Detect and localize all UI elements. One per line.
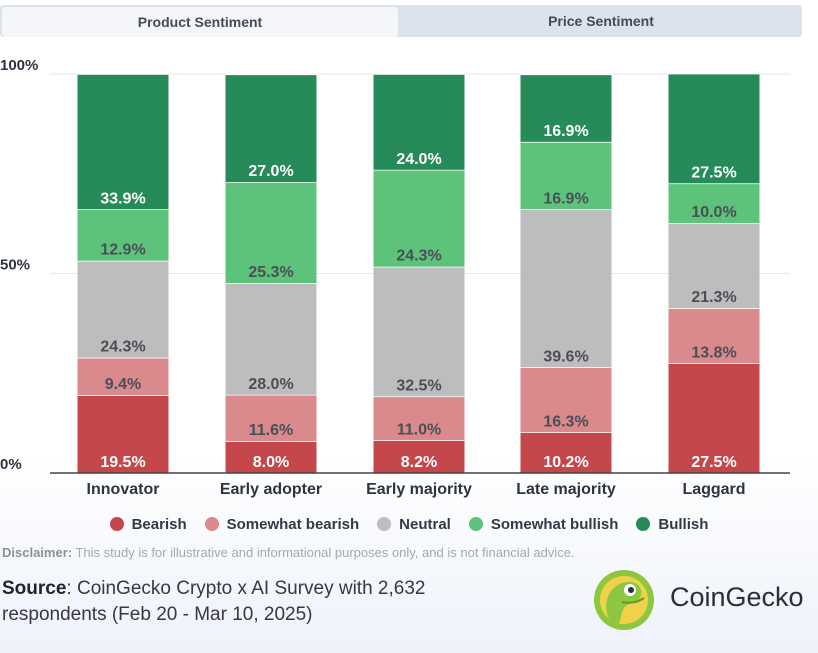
y-tick-label: 50%	[0, 257, 30, 274]
legend-swatch	[468, 517, 483, 531]
legend-item: Bearish	[109, 515, 187, 533]
legend-label: Neutral	[399, 515, 451, 533]
data-label: 8.2%	[401, 454, 437, 471]
bar-segment	[225, 74, 317, 183]
bar-segment	[668, 73, 760, 184]
bar-segment	[77, 74, 169, 210]
bar-segment	[77, 395, 169, 473]
data-label: 27.5%	[691, 164, 736, 181]
bar-segment	[520, 209, 612, 368]
legend-swatch	[377, 517, 392, 531]
y-tick-label: 0%	[0, 456, 22, 473]
data-label: 27.5%	[691, 454, 736, 471]
data-label: 16.3%	[543, 413, 588, 430]
legend-swatch	[636, 517, 651, 531]
disclaimer-text: This study is for illustrative and infor…	[72, 545, 575, 560]
x-tick-label: Laggard	[682, 481, 745, 498]
x-tick-label: Innovator	[87, 481, 160, 498]
legend-swatch	[204, 517, 219, 531]
data-label: 25.3%	[248, 264, 293, 281]
gecko-logo-icon	[594, 570, 654, 630]
data-label: 10.0%	[691, 204, 736, 221]
data-label: 11.6%	[249, 422, 293, 439]
x-tick-label: Early majority	[366, 481, 472, 498]
bar-segment	[225, 182, 317, 284]
data-label: 33.9%	[100, 190, 145, 207]
bar-segment	[77, 357, 169, 396]
legend-label: Somewhat bullish	[490, 515, 619, 533]
data-label: 24.3%	[100, 339, 145, 356]
brand-name: CoinGecko	[670, 582, 804, 612]
bar-segment	[373, 440, 465, 473]
data-label: 12.9%	[100, 242, 145, 259]
stacked-bar-chart: 0% 50% 100% 19.5% 9.4% 24.3% 12.9% 33.9% Innovat…	[0, 57, 790, 498]
data-label: 28.0%	[248, 376, 293, 393]
bar-segment	[668, 223, 760, 309]
bar-segment	[225, 441, 317, 473]
sentiment-tabs: Product Sentiment Price Sentiment	[0, 5, 802, 37]
bar-segment	[668, 183, 760, 224]
bar-segment	[520, 74, 612, 142]
data-label: 8.0%	[253, 454, 289, 471]
disclaimer-label: Disclaimer:	[2, 545, 73, 560]
bar-segment	[520, 367, 612, 433]
legend-label: Bullish	[658, 515, 709, 533]
bar-segment	[520, 432, 612, 473]
data-label: 21.3%	[691, 289, 736, 306]
data-label: 32.5%	[396, 377, 441, 394]
bar-segment	[77, 260, 169, 358]
source-label: Source	[2, 578, 67, 599]
legend-item: Somewhat bullish	[468, 515, 619, 533]
legend-swatch	[109, 517, 124, 531]
data-label: 11.0%	[397, 421, 441, 438]
chart-legend: Bearish Somewhat bearish Neutral Somewhat b…	[0, 512, 818, 536]
bar-segment	[668, 363, 760, 473]
data-label: 39.6%	[543, 348, 588, 365]
data-label: 19.5%	[100, 454, 145, 471]
bar-segment	[225, 394, 317, 442]
x-tick-label: Late majority	[516, 481, 616, 498]
tab-product-sentiment[interactable]: Product Sentiment	[2, 7, 398, 37]
bar-segment	[373, 396, 465, 441]
data-label: 13.8%	[691, 344, 736, 361]
bar-segment	[77, 209, 169, 261]
bar-segment	[520, 141, 612, 210]
bar-segment	[373, 74, 465, 170]
x-tick-label: Early adopter	[220, 481, 322, 498]
bar-segment	[373, 266, 465, 397]
data-label: 24.3%	[396, 248, 441, 265]
legend-item: Neutral	[377, 516, 451, 533]
source-note: Source: CoinGecko Crypto x AI Survey wit…	[2, 576, 522, 628]
disclaimer: Disclaimer: This study is for illustrati…	[2, 545, 575, 560]
legend-label: Bearish	[131, 515, 187, 533]
data-label: 16.9%	[543, 190, 588, 207]
legend-item: Bullish	[636, 516, 708, 533]
data-label: 27.0%	[248, 163, 293, 180]
source-text: : CoinGecko Crypto x AI Survey with 2,63…	[2, 578, 426, 625]
bar-segment	[373, 169, 465, 267]
legend-label: Somewhat bearish	[226, 515, 360, 533]
brand: CoinGecko	[592, 568, 818, 632]
y-tick-label: 100%	[0, 57, 38, 74]
data-label: 10.2%	[543, 454, 588, 471]
data-label: 9.4%	[105, 376, 141, 393]
data-label: 16.9%	[543, 123, 588, 140]
data-label: 24.0%	[396, 151, 441, 168]
legend-item: Somewhat bearish	[204, 515, 360, 533]
bar-segment	[225, 283, 317, 395]
bar-segment	[668, 308, 760, 364]
tab-price-sentiment[interactable]: Price Sentiment	[548, 13, 654, 29]
